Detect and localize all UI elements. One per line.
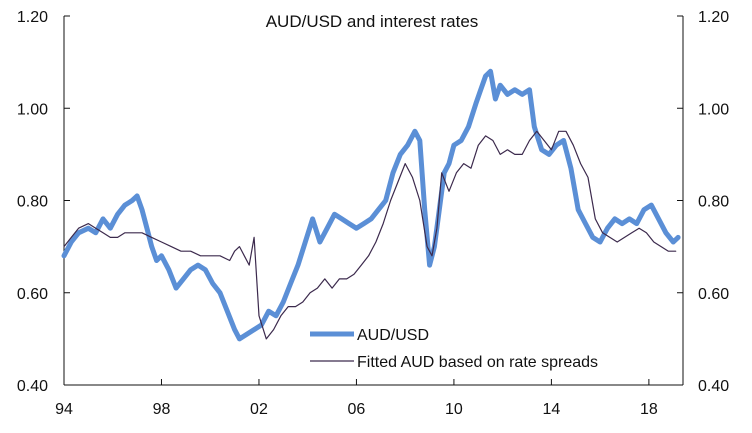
y-tick-label-left: 1.20	[17, 9, 48, 26]
x-tick-label: 02	[250, 401, 268, 418]
legend: AUD/USD Fitted AUD based on rate spreads	[310, 327, 598, 371]
x-tick-label: 98	[153, 401, 171, 418]
axes: 0.40 0.40 0.60 0.60 0.80 0.80 1.00 1.00 1.20 1.20…	[17, 9, 729, 418]
legend-label-aud-usd: AUD/USD	[357, 327, 429, 344]
x-tick-label: 10	[445, 401, 463, 418]
series-line-fitted-aud	[63, 130, 677, 340]
y-tick-label-right: 0.60	[698, 286, 729, 303]
y-tick-label-left: 0.60	[17, 286, 48, 303]
legend-label-fitted-aud: Fitted AUD based on rate spreads	[357, 354, 598, 371]
series-line-aud-usd	[61, 68, 681, 342]
y-tick-label-right: 0.80	[698, 194, 729, 211]
x-tick-label: 06	[348, 401, 366, 418]
y-tick-label-left: 1.00	[17, 101, 48, 118]
series-lines	[61, 68, 681, 342]
x-tick-label: 14	[543, 401, 561, 418]
y-tick-label-left: 0.80	[17, 194, 48, 211]
chart-title: AUD/USD and interest rates	[266, 12, 479, 31]
x-tick-label: 94	[55, 401, 73, 418]
x-tick-label: 18	[640, 401, 658, 418]
y-tick-label-right: 1.20	[698, 9, 729, 26]
y-tick-label-left: 0.40	[17, 378, 48, 395]
y-tick-label-right: 1.00	[698, 101, 729, 118]
y-tick-label-right: 0.40	[698, 378, 729, 395]
